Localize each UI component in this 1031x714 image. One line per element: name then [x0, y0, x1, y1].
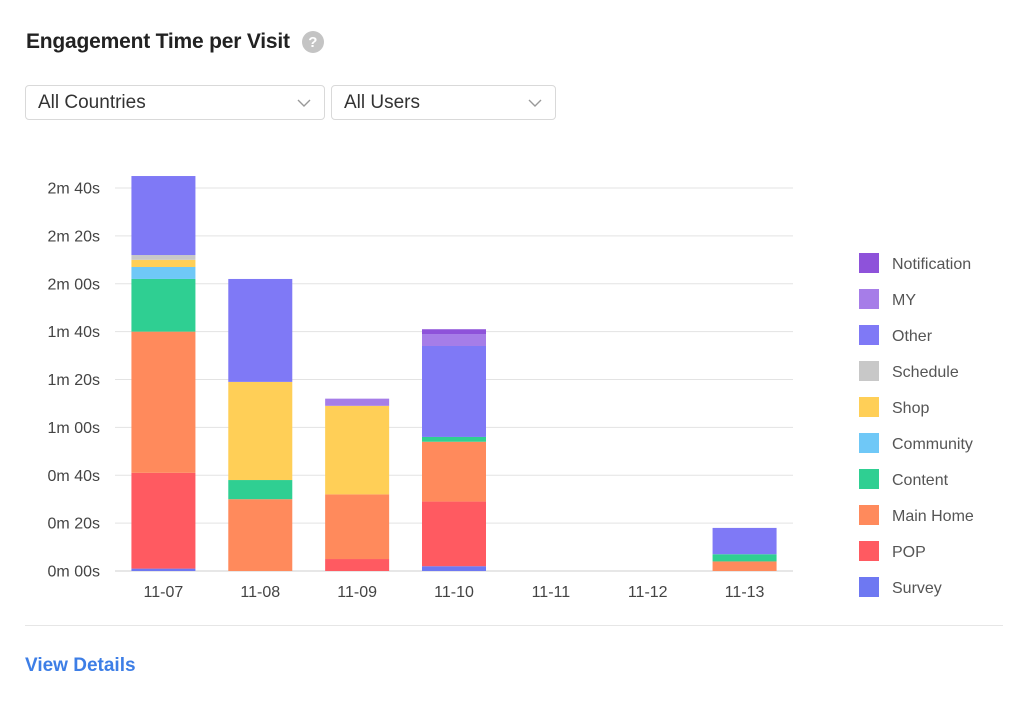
- bar-segment-pop: [131, 472, 196, 569]
- chevron-down-icon: [528, 99, 542, 107]
- y-tick-label: 1m 20s: [48, 372, 100, 389]
- bar-segment-content: [712, 554, 777, 562]
- legend-swatch: [859, 541, 879, 561]
- legend-swatch: [859, 325, 879, 345]
- bar-segment-other: [422, 345, 486, 437]
- y-tick-label: 2m 00s: [48, 276, 100, 293]
- legend-label: Shop: [892, 400, 929, 417]
- bar-segment-content: [131, 278, 196, 332]
- y-tick-label: 0m 00s: [48, 564, 100, 581]
- country-select-value: All Countries: [38, 91, 146, 113]
- bar-segment-notification: [422, 329, 486, 335]
- legend-swatch: [859, 289, 879, 309]
- chevron-down-icon: [297, 99, 311, 107]
- legend-swatch: [859, 577, 879, 597]
- y-tick-label: 0m 20s: [48, 516, 100, 533]
- legend-label: Schedule: [892, 364, 959, 381]
- page-title: Engagement Time per Visit: [26, 30, 290, 53]
- y-tick-label: 1m 00s: [48, 420, 100, 437]
- legend-swatch: [859, 469, 879, 489]
- bar-segment-main-home: [228, 499, 293, 571]
- y-tick-label: 2m 20s: [48, 228, 100, 245]
- legend-label: Other: [892, 328, 933, 345]
- legend-swatch: [859, 433, 879, 453]
- legend-label: Main Home: [892, 508, 974, 525]
- legend-label: Community: [892, 436, 973, 453]
- bar-segment-survey: [422, 566, 486, 571]
- x-tick-label: 11-09: [337, 584, 377, 601]
- bar-segment-content: [422, 436, 486, 442]
- bar-segment-shop: [325, 405, 390, 495]
- legend-label: MY: [892, 292, 916, 309]
- bar-segment-content: [228, 480, 293, 500]
- x-tick-label: 11-13: [725, 584, 765, 601]
- divider: [25, 625, 1003, 626]
- bar-segment-schedule: [131, 255, 196, 260]
- bar-segment-other: [712, 527, 777, 555]
- bar-segment-shop: [131, 259, 196, 267]
- x-tick-label: 11-07: [144, 584, 184, 601]
- bar-segment-main-home: [325, 494, 390, 560]
- view-details-link[interactable]: View Details: [25, 655, 136, 676]
- users-select-value: All Users: [344, 91, 421, 113]
- legend-swatch: [859, 361, 879, 381]
- bar-segment-pop: [422, 501, 486, 567]
- bar-segment-other: [131, 176, 196, 256]
- x-tick-label: 11-11: [532, 584, 571, 601]
- x-tick-label: 11-08: [240, 584, 280, 601]
- legend-label: POP: [892, 544, 926, 561]
- chart-header: Engagement Time per Visit ?: [26, 30, 324, 54]
- legend-swatch: [859, 397, 879, 417]
- legend-swatch: [859, 253, 879, 273]
- bar-segment-other: [228, 278, 293, 382]
- legend-label: Survey: [892, 580, 942, 597]
- legend-label: Notification: [892, 256, 971, 273]
- country-select[interactable]: All Countries: [25, 85, 325, 120]
- y-tick-label: 2m 40s: [48, 181, 100, 198]
- bar-segment-main-home: [422, 441, 486, 502]
- question-mark-icon[interactable]: ?: [301, 31, 324, 53]
- stacked-bar-chart: 0m 00s 0m 20s 0m 40s 1m 00s 1m 20s 1m 40s 2m 0…: [48, 176, 974, 601]
- bar-segment-main-home: [131, 331, 196, 473]
- bar-segment-my: [422, 334, 486, 346]
- bar-segment-community: [131, 266, 196, 279]
- x-tick-label: 11-12: [628, 584, 668, 601]
- legend-label: Content: [892, 472, 949, 489]
- y-tick-label: 1m 40s: [48, 324, 100, 341]
- bar-segment-main-home: [712, 561, 777, 571]
- bar-segment-shop: [228, 381, 293, 481]
- bar-segment-survey: [131, 568, 196, 571]
- users-select[interactable]: All Users: [331, 85, 556, 120]
- bar-segment-my: [325, 398, 390, 406]
- legend-swatch: [859, 505, 879, 525]
- x-tick-label: 11-10: [434, 584, 474, 601]
- y-tick-label: 0m 40s: [48, 468, 100, 485]
- bar-segment-pop: [325, 559, 390, 571]
